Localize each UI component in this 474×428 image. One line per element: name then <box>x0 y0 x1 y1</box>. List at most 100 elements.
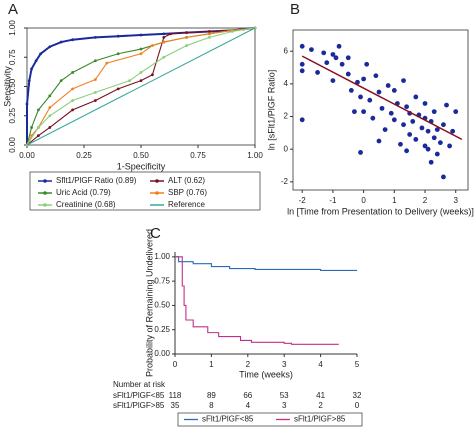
x-tick-label: 0 <box>361 196 366 205</box>
y-tick-label: 0.75 <box>154 276 170 285</box>
scatter-point <box>355 79 360 85</box>
legend-label: ALT (0.62) <box>168 176 205 185</box>
legend-label: Reference <box>168 200 205 209</box>
legend-dot <box>155 191 159 195</box>
x-tick-label: -1 <box>329 196 337 205</box>
y-tick-label: 0 <box>284 144 289 153</box>
y-tick-label: 4 <box>284 79 289 88</box>
panel-label: C <box>150 225 161 242</box>
roc-point <box>71 71 74 74</box>
x-tick-label: -2 <box>299 196 307 205</box>
roc-point <box>208 32 211 36</box>
scatter-point <box>388 110 394 116</box>
risk-count: 4 <box>246 401 251 410</box>
roc-point <box>94 78 97 81</box>
roc-point <box>27 79 31 83</box>
scatter-point <box>361 109 367 115</box>
legend-label: Uric Acid (0.79) <box>56 188 111 197</box>
roc-point <box>162 32 166 36</box>
plot-frame <box>292 29 469 191</box>
roc-point <box>139 52 143 56</box>
roc-point <box>116 52 120 56</box>
y-tick-label: 0.50 <box>8 78 17 94</box>
risk-row-label: sFlt1/PlGF>85 <box>113 401 165 410</box>
scatter-point <box>401 122 406 128</box>
risk-count: 89 <box>207 391 216 400</box>
risk-title: Number at risk <box>113 380 166 389</box>
y-tick-label: 0.25 <box>8 107 17 123</box>
legend-label: SBP (0.76) <box>168 188 207 197</box>
x-tick-label: 2 <box>423 196 428 205</box>
roc-point <box>48 45 52 49</box>
roc-point <box>94 35 97 39</box>
scatter-point <box>450 128 456 134</box>
roc-point <box>25 102 29 106</box>
roc-point <box>48 106 52 109</box>
y-tick-label: -2 <box>281 177 289 186</box>
roc-point <box>59 40 63 44</box>
scatter-point <box>309 47 314 52</box>
y-tick-label: 0.50 <box>154 301 170 310</box>
risk-row-label: sFlt1/PlGF<85 <box>113 391 165 400</box>
risk-count: 0 <box>355 401 360 410</box>
panel-label: A <box>8 1 18 18</box>
y-tick-label: 6 <box>284 46 289 55</box>
roc-curve <box>26 27 256 146</box>
scatter-point <box>336 43 342 49</box>
x-tick-label: 3 <box>282 360 287 369</box>
legend-box <box>29 171 261 211</box>
roc-point <box>71 38 74 42</box>
y-axis-label: ln [sFlt1/PlGF Ratio] <box>266 70 276 151</box>
scatter-point <box>391 117 397 123</box>
scatter-point <box>413 94 419 100</box>
scatter-point <box>441 122 446 128</box>
roc-point <box>185 31 189 35</box>
scatter-point <box>330 52 336 57</box>
scatter-point <box>345 71 351 77</box>
roc-point <box>105 61 109 65</box>
roc-point <box>151 73 154 77</box>
roc-point <box>59 79 63 83</box>
roc-point <box>71 87 74 91</box>
roc-point <box>71 108 74 112</box>
x-tick-label: 0 <box>173 360 178 369</box>
scatter-point <box>348 88 354 93</box>
scatter-point <box>345 55 351 61</box>
risk-count: 41 <box>316 391 325 400</box>
roc-point <box>94 99 97 102</box>
scatter-point <box>419 125 425 131</box>
scatter-point <box>434 127 440 132</box>
x-tick-label: 4 <box>318 360 323 369</box>
x-tick-label: 5 <box>355 360 360 369</box>
scatter-point <box>441 174 446 180</box>
scatter-point <box>324 60 330 66</box>
x-axis-label: 1-Specificity <box>117 161 166 171</box>
x-tick-label: 0.75 <box>190 151 206 160</box>
y-tick-label: 1.00 <box>154 252 170 261</box>
scatter-point <box>367 97 373 103</box>
x-tick-label: 1.00 <box>247 151 263 160</box>
x-tick-label: 0.25 <box>76 151 92 160</box>
roc-point <box>139 47 143 51</box>
scatter-point <box>407 132 413 137</box>
roc-point <box>30 126 33 129</box>
scatter-point <box>444 102 449 108</box>
roc-point <box>208 35 211 39</box>
scatter-point <box>299 61 305 67</box>
legend-dot <box>43 203 47 207</box>
scatter-point <box>299 68 305 74</box>
scatter-point <box>385 83 391 88</box>
roc-point <box>208 30 211 33</box>
scatter-point <box>333 55 339 61</box>
x-tick-label: 1 <box>392 196 397 205</box>
scatter-point <box>453 109 459 115</box>
scatter-point <box>422 101 428 106</box>
y-tick-label: 2 <box>284 112 289 121</box>
legend-dot <box>43 191 47 195</box>
x-axis-label: Time (weeks) <box>239 369 293 379</box>
scatter-point <box>428 159 434 165</box>
roc-point <box>94 90 97 94</box>
roc-curve <box>26 27 256 146</box>
scatter-point <box>370 115 376 121</box>
roc-point <box>39 52 43 56</box>
